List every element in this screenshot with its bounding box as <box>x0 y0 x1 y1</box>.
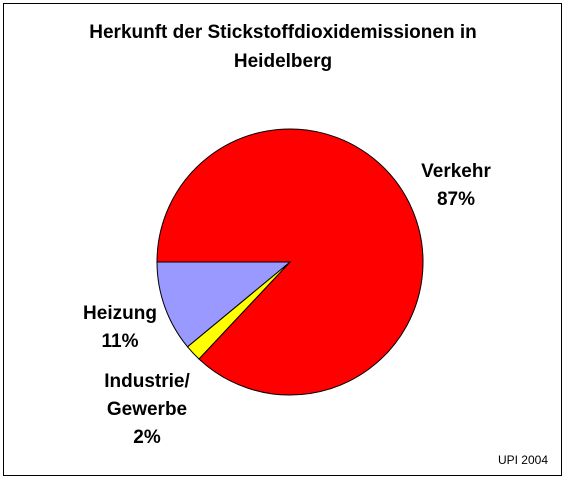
pie-slice <box>156 261 292 348</box>
slice-value: 11% <box>101 331 139 352</box>
chart-title: Herkunft der Stickstoffdioxidemissionen … <box>89 22 477 72</box>
source-note: UPI 2004 <box>497 453 548 467</box>
slice-label: Industrie/ Gewerbe <box>104 371 190 420</box>
frame <box>3 3 562 476</box>
slice-value: 87% <box>436 189 476 210</box>
slice-label: Heizung <box>83 303 157 324</box>
slice-label: Verkehr <box>421 161 491 182</box>
slice-value: 2% <box>133 427 161 448</box>
